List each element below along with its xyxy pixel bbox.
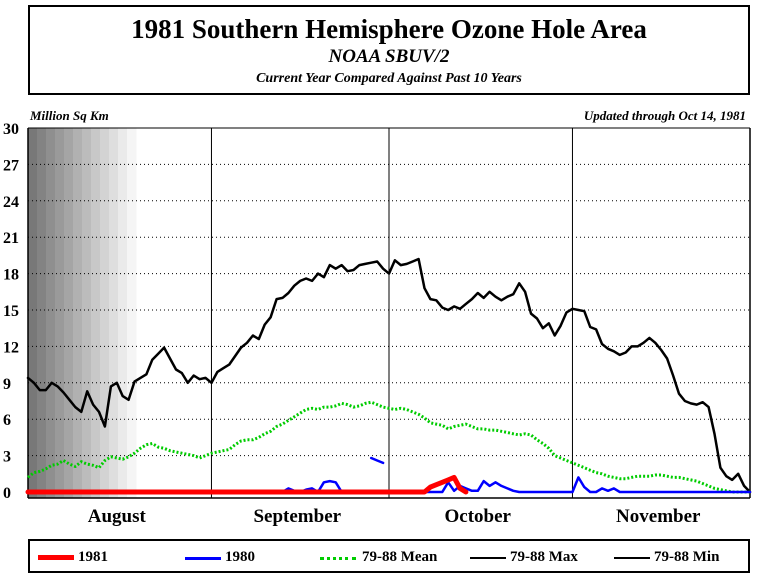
night-band <box>91 128 101 498</box>
legend-swatch-min <box>614 557 650 559</box>
legend: 1981 1980 79-88 Mean 79-88 Max 79-88 Min <box>28 539 750 573</box>
chart-subtitle: NOAA SBUV/2 <box>328 46 450 67</box>
night-band <box>46 128 56 498</box>
series-line-1980-segment- <box>369 456 385 465</box>
x-month-label: October <box>445 506 512 527</box>
x-month-label: November <box>616 506 701 527</box>
series-line-1981 <box>25 474 469 495</box>
y-tick-label: 0 <box>3 485 11 502</box>
y-tick-label: 15 <box>3 303 19 320</box>
chart-title: 1981 Southern Hemisphere Ozone Hole Area <box>131 14 647 44</box>
night-band <box>28 128 38 498</box>
night-band <box>82 128 92 498</box>
night-band <box>73 128 83 498</box>
y-tick-label: 3 <box>3 449 11 466</box>
night-band <box>100 128 110 498</box>
y-tick-label: 12 <box>3 339 19 356</box>
night-band <box>37 128 47 498</box>
night-band <box>55 128 65 498</box>
y-tick-label: 9 <box>3 376 11 393</box>
title-box: 1981 Southern Hemisphere Ozone Hole Area… <box>28 5 750 95</box>
legend-label-1981: 1981 <box>78 549 108 565</box>
y-tick-label: 18 <box>3 267 19 284</box>
legend-swatch-max <box>470 557 506 559</box>
night-band <box>109 128 119 498</box>
series-line-79-88-mean <box>27 400 750 494</box>
x-month-label: August <box>88 506 147 527</box>
x-month-label: September <box>253 506 341 527</box>
chart-caption: Current Year Compared Against Past 10 Ye… <box>256 71 522 86</box>
night-band <box>64 128 74 498</box>
update-note: Updated through Oct 14, 1981 <box>584 108 746 123</box>
y-tick-label: 30 <box>3 121 19 138</box>
legend-swatch-1981 <box>38 555 74 560</box>
y-tick-label: 6 <box>3 412 11 429</box>
legend-swatch-1980 <box>185 557 221 560</box>
legend-label-1980: 1980 <box>225 549 255 565</box>
night-band <box>118 128 128 498</box>
y-tick-label: 24 <box>3 194 19 211</box>
legend-swatch-mean <box>320 557 356 560</box>
legend-label-min: 79-88 Min <box>654 549 720 565</box>
series-line-79-88-max <box>26 257 752 494</box>
night-band <box>127 128 137 498</box>
ozone-line-chart: Million Sq Km Updated through Oct 14, 198… <box>3 108 752 527</box>
y-tick-label: 27 <box>3 157 19 174</box>
legend-label-max: 79-88 Max <box>510 549 578 565</box>
y-tick-label: 21 <box>3 230 19 247</box>
y-axis-label: Million Sq Km <box>29 108 109 123</box>
legend-label-mean: 79-88 Mean <box>362 549 438 565</box>
